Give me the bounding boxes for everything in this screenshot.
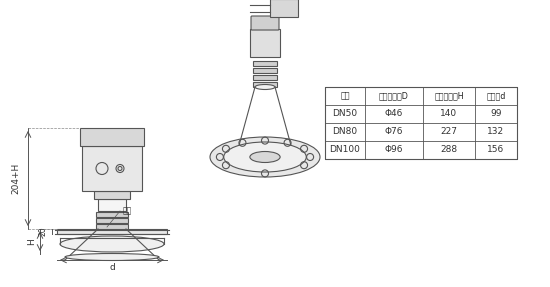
Text: 132: 132 — [487, 127, 504, 137]
Bar — [253, 61, 277, 66]
Text: d: d — [109, 263, 115, 272]
Text: DN50: DN50 — [332, 110, 358, 119]
Text: 喇叭口高度H: 喇叭口高度H — [434, 92, 464, 100]
Bar — [96, 218, 128, 223]
Bar — [96, 212, 128, 217]
Bar — [253, 82, 277, 87]
Text: 227: 227 — [441, 127, 458, 137]
Ellipse shape — [60, 236, 164, 252]
Text: 四氟盘d: 四氟盘d — [486, 92, 505, 100]
Text: H: H — [28, 238, 36, 245]
Ellipse shape — [224, 142, 306, 172]
Bar — [96, 224, 128, 229]
Bar — [94, 191, 130, 199]
Bar — [98, 199, 126, 211]
Text: 140: 140 — [441, 110, 458, 119]
Text: Φ46: Φ46 — [385, 110, 403, 119]
Ellipse shape — [210, 137, 320, 177]
Text: 喇叭口直径D: 喇叭口直径D — [379, 92, 409, 100]
Ellipse shape — [65, 253, 159, 261]
Text: Φ96: Φ96 — [385, 146, 403, 154]
Bar — [82, 146, 142, 191]
Text: 204+H: 204+H — [12, 163, 20, 194]
Text: 法兰: 法兰 — [122, 207, 131, 216]
Text: 288: 288 — [441, 146, 458, 154]
Text: 156: 156 — [487, 146, 505, 154]
Bar — [57, 229, 167, 234]
Bar — [250, 29, 280, 57]
Text: DN80: DN80 — [332, 127, 358, 137]
Text: Φ76: Φ76 — [385, 127, 403, 137]
Bar — [253, 75, 277, 80]
Text: 法兰: 法兰 — [340, 92, 350, 100]
Text: DN100: DN100 — [329, 146, 360, 154]
FancyBboxPatch shape — [251, 16, 279, 30]
Bar — [253, 68, 277, 73]
Text: 20: 20 — [39, 227, 47, 236]
Ellipse shape — [250, 152, 280, 162]
Bar — [80, 128, 144, 146]
Bar — [325, 87, 517, 159]
Text: 99: 99 — [490, 110, 502, 119]
Ellipse shape — [255, 84, 275, 90]
Bar — [270, 0, 298, 17]
